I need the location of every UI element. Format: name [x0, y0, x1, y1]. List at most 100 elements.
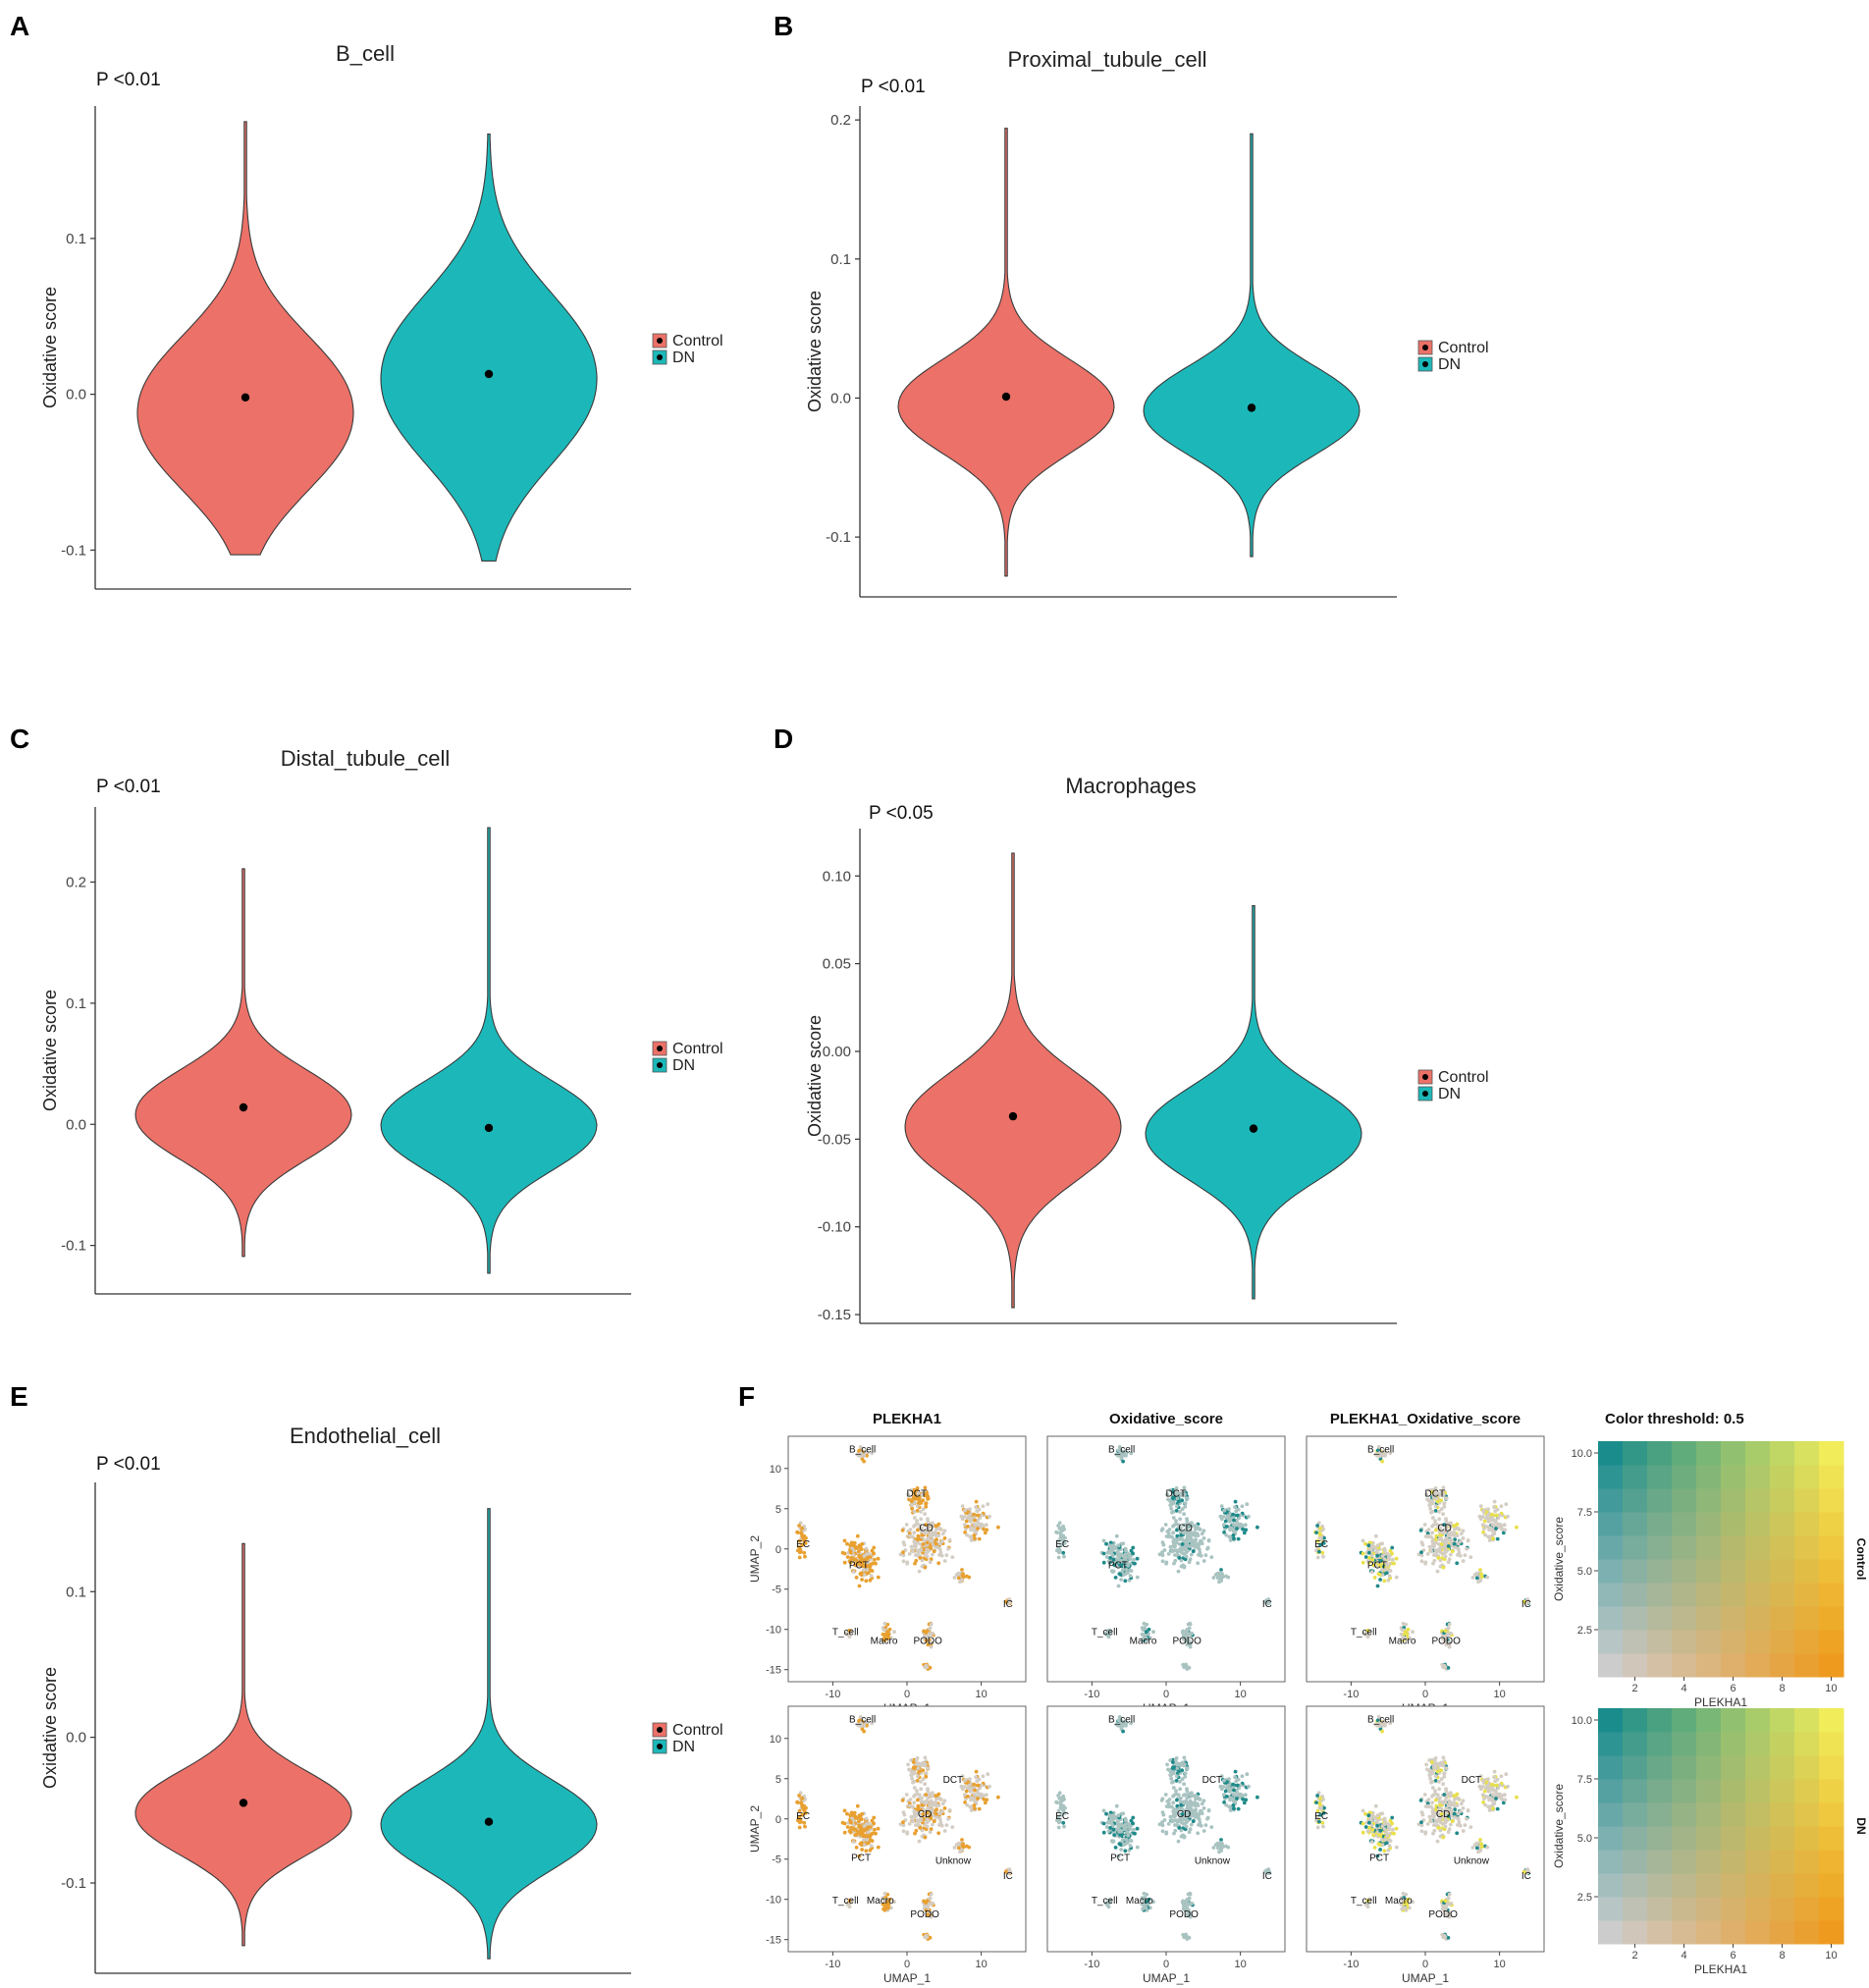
umap-point — [862, 1824, 867, 1828]
umap-point — [1124, 1453, 1128, 1458]
umap-point — [1426, 1798, 1431, 1801]
umap-point — [1443, 1899, 1448, 1904]
umap-point — [1440, 1538, 1445, 1543]
umap-point — [1205, 1816, 1209, 1821]
y-tick-label: 7.5 — [1577, 1774, 1592, 1786]
umap-point — [867, 1833, 872, 1838]
umap-point — [1419, 1810, 1424, 1814]
legend-dot — [657, 1046, 663, 1051]
umap-point — [926, 1496, 930, 1500]
umap-point — [926, 1536, 931, 1540]
umap-point — [1056, 1555, 1061, 1560]
umap-point — [1127, 1555, 1132, 1559]
umap-point — [1434, 1761, 1439, 1766]
umap-point — [1232, 1793, 1236, 1797]
x-tick-label: 10 — [1494, 1959, 1506, 1970]
umap-point — [1241, 1527, 1245, 1531]
heatmap-cell — [1794, 1559, 1820, 1584]
heatmap-cell — [1598, 1488, 1624, 1513]
umap-point — [978, 1792, 983, 1797]
umap-point — [910, 1773, 914, 1777]
x-tick-label: 10 — [1235, 1959, 1247, 1970]
heatmap-cell — [1819, 1488, 1844, 1513]
heatmap-cell — [1598, 1465, 1624, 1489]
umap-point — [1485, 1783, 1490, 1788]
heatmap-cell — [1794, 1606, 1820, 1631]
umap-point — [930, 1794, 934, 1799]
umap-point — [1382, 1546, 1387, 1551]
umap-point — [1184, 1899, 1189, 1904]
umap-point — [872, 1821, 876, 1825]
umap-point — [1385, 1551, 1390, 1556]
umap-point — [842, 1808, 847, 1813]
p-value-annotation: P <0.01 — [96, 70, 161, 90]
cluster-label: PODO — [1169, 1909, 1199, 1920]
legend-label-control: Control — [672, 1041, 723, 1057]
umap-point — [1171, 1779, 1176, 1784]
umap-point — [1373, 1533, 1378, 1538]
umap-point — [1235, 1783, 1240, 1788]
umap-point — [901, 1540, 906, 1544]
umap-point — [1411, 1630, 1415, 1635]
heatmap-cell — [1672, 1732, 1697, 1756]
umap-point — [1114, 1803, 1119, 1808]
umap-point — [928, 1830, 933, 1835]
umap-point — [960, 1504, 965, 1508]
heatmap-cell — [1672, 1779, 1697, 1803]
heatmap-cell — [1770, 1559, 1795, 1584]
umap-point — [1123, 1816, 1128, 1821]
heatmap-cell — [1794, 1732, 1820, 1756]
umap-point — [1245, 1502, 1250, 1507]
heatmap-cell — [1623, 1755, 1648, 1780]
umap-point — [1442, 1501, 1447, 1505]
heatmap-cell — [1623, 1920, 1648, 1945]
umap-point — [942, 1829, 947, 1833]
umap-point — [1455, 1831, 1460, 1836]
umap-point — [1492, 1499, 1497, 1504]
umap-point — [1169, 1804, 1174, 1809]
heatmap-cell — [1745, 1630, 1771, 1654]
umap-point — [1424, 1762, 1428, 1767]
umap-point — [1174, 1792, 1179, 1797]
heatmap-cell — [1696, 1920, 1722, 1945]
umap-point — [1442, 1793, 1447, 1797]
umap-point — [944, 1553, 949, 1557]
heatmap-cell — [1770, 1441, 1795, 1466]
cluster-label: T_cell — [1092, 1896, 1118, 1907]
umap-point — [946, 1546, 950, 1551]
heatmap-cell — [1696, 1441, 1722, 1466]
umap-point — [1113, 1846, 1118, 1850]
umap-point — [1437, 1517, 1442, 1522]
umap-point — [1363, 1811, 1367, 1816]
umap-point — [1372, 1576, 1377, 1580]
umap-point — [973, 1788, 977, 1793]
y-tick-label: 0.2 — [830, 112, 851, 129]
umap-point — [977, 1536, 982, 1541]
umap-point — [1490, 1533, 1495, 1537]
umap-point — [1170, 1760, 1175, 1764]
umap-point — [857, 1553, 861, 1558]
heatmap-cell — [1647, 1535, 1673, 1560]
y-tick-label: 2.5 — [1577, 1892, 1592, 1904]
heatmap-cell — [1647, 1732, 1673, 1756]
umap-point — [976, 1513, 981, 1518]
umap-point — [1184, 1629, 1189, 1634]
umap-point — [930, 1822, 934, 1827]
umap-point — [797, 1545, 802, 1549]
heatmap-cell — [1623, 1559, 1648, 1584]
umap-point — [1147, 1627, 1151, 1632]
umap-point — [1135, 1826, 1140, 1831]
umap-point — [1241, 1797, 1245, 1801]
heatmap-cell — [1696, 1488, 1722, 1513]
umap-point — [1375, 1823, 1379, 1828]
umap-point — [1378, 1828, 1383, 1833]
x-tick-label: 4 — [1681, 1950, 1686, 1961]
heatmap-cell — [1598, 1732, 1624, 1756]
umap-point — [937, 1547, 942, 1552]
y-tick-label: 0.10 — [823, 868, 851, 885]
umap-point — [1490, 1529, 1495, 1533]
umap-point — [1118, 1572, 1123, 1577]
umap-point — [915, 1504, 920, 1509]
umap-point — [1104, 1825, 1109, 1829]
umap-point — [920, 1532, 925, 1537]
